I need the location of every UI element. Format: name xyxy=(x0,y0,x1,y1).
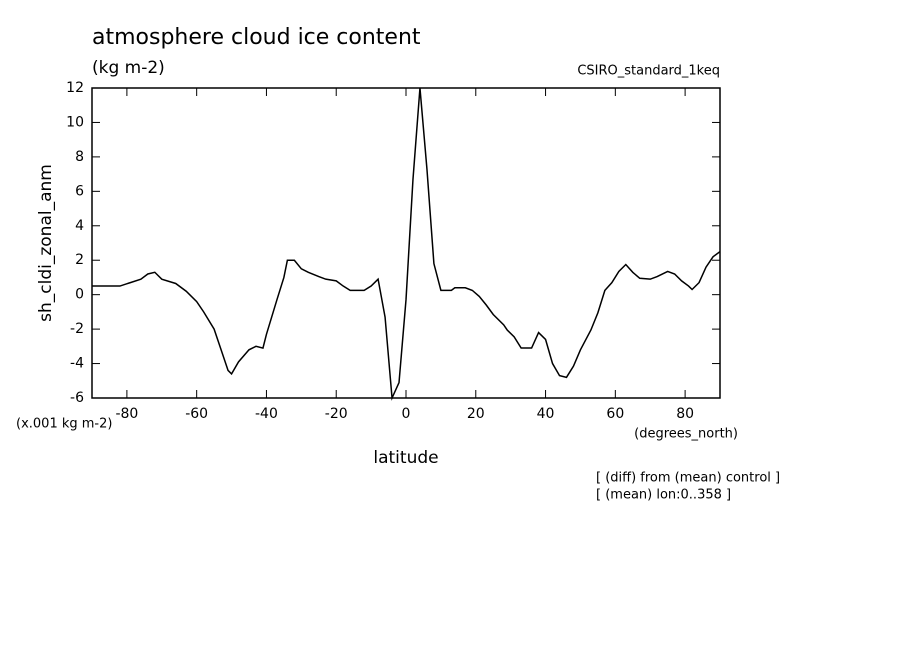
x-tick-label: 40 xyxy=(537,406,555,422)
y-units: (x.001 kg m-2) xyxy=(16,417,112,432)
note: [ (diff) from (mean) control ] xyxy=(596,471,780,486)
y-axis-label: sh_cldi_zonal_anm xyxy=(36,164,56,322)
x-tick-label: -60 xyxy=(185,406,208,422)
y-tick-label: 0 xyxy=(75,287,84,303)
y-tick-label: -6 xyxy=(70,390,84,406)
y-tick-label: 10 xyxy=(66,114,84,130)
chart-subtitle: (kg m-2) xyxy=(92,58,165,78)
x-tick-label: 60 xyxy=(606,406,624,422)
chart-title: atmosphere cloud ice content xyxy=(92,25,421,50)
note: [ (mean) lon:0..358 ] xyxy=(596,488,731,503)
x-units: (degrees_north) xyxy=(634,427,738,442)
x-axis-label: latitude xyxy=(373,448,438,468)
y-tick-label: -2 xyxy=(70,321,84,337)
x-tick-label: -80 xyxy=(115,406,138,422)
x-tick-label: 20 xyxy=(467,406,485,422)
y-tick-label: 12 xyxy=(66,80,84,96)
x-tick-label: 0 xyxy=(402,406,411,422)
y-tick-label: 2 xyxy=(75,252,84,268)
y-tick-label: -4 xyxy=(70,356,84,372)
x-tick-label: 80 xyxy=(676,406,694,422)
y-tick-label: 8 xyxy=(75,149,84,165)
y-tick-label: 4 xyxy=(75,218,84,234)
x-tick-label: -20 xyxy=(325,406,348,422)
dataset-label: CSIRO_standard_1keq xyxy=(577,64,720,79)
data-line xyxy=(92,87,721,401)
x-tick-label: -40 xyxy=(255,406,278,422)
y-tick-label: 6 xyxy=(75,183,84,199)
